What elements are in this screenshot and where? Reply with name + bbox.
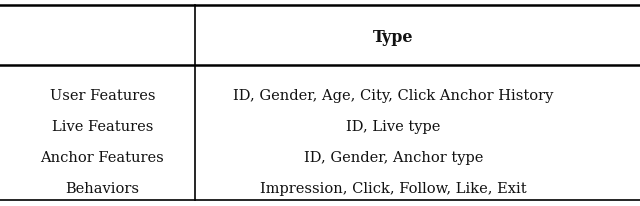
Text: ID, Live type: ID, Live type [346,120,441,134]
Text: Anchor Features: Anchor Features [40,151,164,165]
Text: ID, Gender, Anchor type: ID, Gender, Anchor type [304,151,483,165]
Text: Behaviors: Behaviors [65,181,140,195]
Text: Live Features: Live Features [52,120,153,134]
Text: Impression, Click, Follow, Like, Exit: Impression, Click, Follow, Like, Exit [260,181,527,195]
Text: User Features: User Features [50,89,155,103]
Text: Type: Type [373,29,414,46]
Text: ID, Gender, Age, City, Click Anchor History: ID, Gender, Age, City, Click Anchor Hist… [234,89,554,103]
